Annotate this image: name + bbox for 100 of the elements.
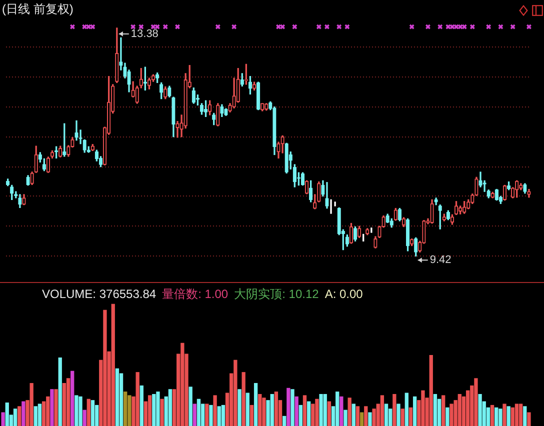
bar <box>250 404 254 426</box>
bar <box>290 389 294 426</box>
bar <box>368 412 372 426</box>
chart-title: (日线 前复权) <box>2 2 74 16</box>
bar <box>70 370 74 426</box>
candlestick <box>394 208 398 221</box>
bar <box>392 394 396 426</box>
candlestick <box>256 82 260 110</box>
bar <box>160 398 164 426</box>
candlestick <box>442 214 446 222</box>
bar <box>408 407 413 426</box>
bar <box>156 392 160 426</box>
bar <box>168 389 172 426</box>
bar <box>136 372 140 426</box>
candlestick <box>232 78 236 108</box>
candlestick <box>313 194 317 210</box>
bar <box>302 395 307 426</box>
bar <box>348 398 352 426</box>
bar <box>205 404 209 426</box>
bar <box>523 406 527 426</box>
candlestick <box>386 214 390 224</box>
candlestick <box>506 181 511 190</box>
bar <box>498 408 502 426</box>
bar <box>270 394 274 426</box>
bar <box>510 407 514 426</box>
bar <box>340 396 344 426</box>
bar <box>13 408 18 426</box>
candlestick <box>398 208 402 222</box>
candlestick <box>248 76 252 95</box>
bar <box>192 404 196 426</box>
bar <box>180 342 184 426</box>
bar <box>188 386 192 426</box>
bar <box>458 394 462 426</box>
bar <box>356 406 360 426</box>
bar <box>396 404 400 426</box>
bar <box>518 404 523 426</box>
bar <box>412 396 417 426</box>
bar <box>494 407 498 426</box>
bar <box>421 390 425 426</box>
candlestick <box>168 86 172 98</box>
bar <box>238 389 242 426</box>
bar <box>490 404 494 426</box>
candlestick <box>260 103 264 112</box>
candlestick <box>90 144 94 151</box>
candlestick <box>494 188 498 201</box>
bar <box>86 398 90 426</box>
bar <box>34 406 38 426</box>
bar <box>478 394 482 426</box>
candlestick <box>212 112 216 126</box>
candlestick <box>523 183 527 194</box>
candlestick <box>220 104 224 118</box>
bar <box>306 401 311 426</box>
bar <box>442 395 446 426</box>
bar <box>74 395 78 426</box>
bar <box>446 407 450 426</box>
bar <box>1 412 5 426</box>
candlestick <box>434 198 438 206</box>
candlestick <box>115 28 119 84</box>
bar <box>124 392 128 426</box>
candlestick <box>527 188 531 198</box>
candlestick <box>406 218 410 252</box>
bar <box>242 372 246 426</box>
bar <box>282 416 286 426</box>
candlestick <box>414 237 418 256</box>
bar <box>148 395 152 426</box>
bar <box>286 388 290 426</box>
bar <box>319 394 323 426</box>
text: 大阴实顶: 10.12 <box>234 287 319 301</box>
candlestick <box>26 175 30 186</box>
bar <box>209 404 213 426</box>
bar <box>344 410 348 426</box>
bar <box>78 396 82 426</box>
bar <box>254 383 258 426</box>
candlestick <box>62 123 66 157</box>
candlestick <box>58 146 62 158</box>
bar <box>111 304 115 426</box>
bar <box>213 395 217 426</box>
bar <box>294 396 298 426</box>
annotation: 9.42 <box>430 254 452 266</box>
bar <box>274 392 278 426</box>
bar <box>18 406 22 426</box>
bar <box>506 406 510 426</box>
candlestick <box>450 214 454 225</box>
candlestick <box>284 142 288 174</box>
bar <box>90 400 95 426</box>
candlestick <box>22 194 26 206</box>
candlestick <box>317 181 321 202</box>
candlestick <box>438 204 442 230</box>
bar <box>450 404 454 426</box>
bar <box>30 383 34 426</box>
candlestick <box>264 103 268 111</box>
candlestick <box>430 199 434 224</box>
chart-title: VOLUME: 376553.84 <box>42 287 156 301</box>
bar <box>352 404 356 426</box>
bar <box>404 392 408 426</box>
bar <box>429 355 433 426</box>
candlestick <box>325 182 329 209</box>
bar <box>527 412 531 426</box>
bar <box>152 394 156 426</box>
bar <box>58 357 62 426</box>
